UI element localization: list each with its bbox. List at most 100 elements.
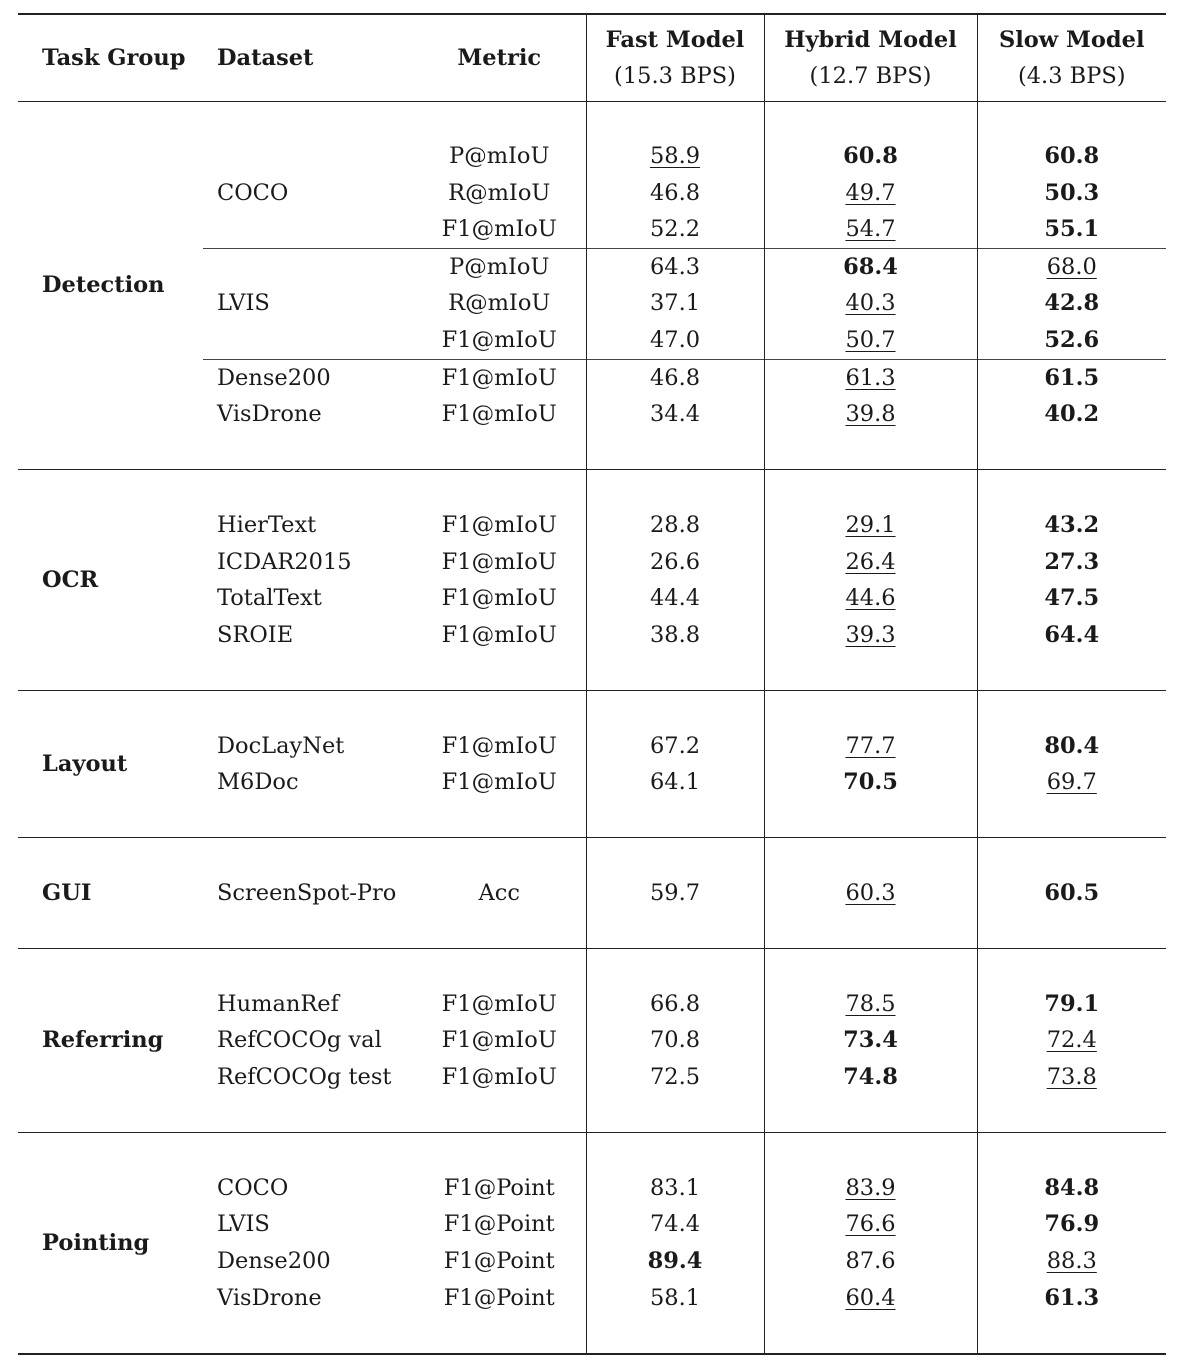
hybrid-model-score: 26.4 — [764, 543, 978, 581]
fast-model-score: 67.2 — [586, 727, 765, 765]
table-row: F1@mIoU 52.2 54.7 55.1 — [18, 211, 1166, 249]
slow-model-value: 27.3 — [1044, 548, 1100, 575]
dataset-cell: ScreenSpot-Pro — [217, 879, 397, 906]
fast-model-score: 66.8 — [586, 985, 765, 1023]
spacer-cell — [203, 1132, 413, 1170]
fast-model-value: 66.8 — [649, 990, 701, 1017]
metric-cell: F1@mIoU — [413, 322, 587, 360]
spacer-cell — [586, 432, 765, 470]
fast-model-score: 37.1 — [586, 285, 765, 323]
spacer-cell — [203, 653, 413, 690]
hybrid-model-score: 77.7 — [764, 727, 978, 765]
spacer-cell — [413, 1095, 587, 1133]
spacer-cell — [18, 689, 203, 728]
header-dataset: Dataset — [217, 44, 314, 71]
metric-cell: F1@Point — [413, 1169, 587, 1207]
group-spacer — [18, 1095, 1166, 1133]
slow-model-score: 43.2 — [977, 507, 1166, 544]
slow-model-score: 84.8 — [977, 1170, 1166, 1207]
hybrid-model-value: 26.4 — [845, 548, 896, 575]
metric-cell: F1@Point — [413, 1242, 587, 1280]
hybrid-model-value: 39.8 — [845, 401, 896, 428]
spacer-cell — [764, 837, 978, 875]
hybrid-model-value: 68.4 — [843, 253, 898, 280]
hybrid-model-value: 70.5 — [843, 769, 898, 796]
slow-model-value: 88.3 — [1046, 1247, 1097, 1274]
spacer-cell — [203, 837, 413, 875]
slow-model-value: 40.2 — [1044, 401, 1100, 428]
fast-model-score: 34.4 — [586, 396, 765, 433]
group-spacer — [18, 469, 1166, 508]
slow-model-value: 61.3 — [1044, 1284, 1100, 1311]
spacer-cell — [18, 912, 203, 949]
spacer-cell — [586, 948, 765, 986]
spacer-cell — [586, 653, 765, 691]
spacer-cell — [203, 689, 413, 728]
metric-cell: F1@mIoU — [413, 507, 587, 544]
slow-model-score: 60.5 — [977, 875, 1166, 912]
spacer-cell — [413, 1132, 587, 1170]
spacer-cell — [413, 101, 587, 139]
hybrid-model-value: 83.9 — [845, 1174, 896, 1201]
fast-model-score: 64.1 — [586, 764, 765, 801]
hybrid-model-score: 78.5 — [764, 985, 978, 1023]
group-spacer — [18, 1132, 1166, 1170]
slow-model-score: 52.6 — [977, 322, 1166, 359]
fast-model-score: 28.8 — [586, 507, 765, 544]
fast-model-score: 59.7 — [586, 874, 765, 912]
spacer-cell — [203, 101, 413, 138]
fast-model-value: 46.8 — [649, 179, 701, 206]
spacer-cell — [586, 1316, 765, 1354]
metric-cell: F1@mIoU — [413, 580, 587, 617]
spacer-cell — [413, 653, 587, 691]
spacer-cell — [586, 1095, 765, 1133]
dataset-cell: HierText — [217, 512, 317, 539]
slow-model-value: 60.8 — [1044, 143, 1100, 170]
metric-cell: F1@mIoU — [413, 727, 587, 765]
hybrid-model-value: 60.8 — [843, 143, 898, 170]
header-slow-model: Slow Model (4.3 BPS) — [977, 14, 1166, 101]
hybrid-model-value: 73.4 — [843, 1027, 898, 1054]
slow-model-score: 69.7 — [977, 764, 1166, 801]
header-fast-model-speed: (15.3 BPS) — [614, 62, 736, 89]
fast-model-value: 64.3 — [649, 253, 701, 280]
slow-model-value: 55.1 — [1044, 216, 1100, 243]
slow-model-value: 68.0 — [1046, 253, 1097, 280]
slow-model-score: 79.1 — [977, 986, 1166, 1023]
hybrid-model-score: 39.3 — [764, 616, 978, 654]
table-row: VisDrone F1@mIoU 34.4 39.8 40.2 — [18, 396, 1166, 433]
slow-model-value: 47.5 — [1044, 585, 1100, 612]
hybrid-model-score: 76.6 — [764, 1206, 978, 1243]
dataset-cell: Dense200 — [203, 358, 413, 397]
spacer-cell — [977, 1316, 1166, 1354]
spacer-cell — [18, 653, 203, 690]
hybrid-model-score: 40.3 — [764, 285, 978, 323]
header-slow-model-title: Slow Model — [998, 26, 1145, 53]
metric-cell: F1@mIoU — [413, 543, 587, 581]
slow-model-value: 76.9 — [1044, 1211, 1100, 1238]
dataset-cell: COCO — [217, 1174, 289, 1201]
slow-model-value: 42.8 — [1044, 290, 1100, 317]
metric-cell: F1@mIoU — [413, 358, 587, 397]
fast-model-score: 58.1 — [586, 1279, 765, 1317]
table-row: M6Doc F1@mIoU 64.1 70.5 69.7 — [18, 764, 1166, 801]
metric-cell: P@mIoU — [413, 138, 587, 175]
fast-model-value: 34.4 — [649, 401, 701, 428]
fast-model-value: 58.9 — [649, 143, 701, 170]
results-table: Task Group Dataset Metric Fast Model (15… — [18, 13, 1166, 1355]
hybrid-model-value: 44.6 — [845, 585, 896, 612]
group-spacer — [18, 101, 1166, 139]
table-row: Referring HumanRef F1@mIoU 66.8 78.5 79.1 — [18, 985, 1166, 1053]
fast-model-value: 52.2 — [649, 216, 701, 243]
slow-model-score: 60.8 — [977, 138, 1166, 175]
spacer-cell — [764, 432, 978, 470]
slow-model-score: 55.1 — [977, 211, 1166, 248]
metric-cell: P@mIoU — [413, 247, 587, 286]
fast-model-value: 37.1 — [649, 290, 701, 317]
spacer-cell — [764, 689, 978, 728]
header-slow-model-speed: (4.3 BPS) — [1017, 62, 1126, 89]
hybrid-model-score: 39.8 — [764, 396, 978, 433]
task-group-label: Pointing — [42, 1229, 150, 1256]
dataset-cell: M6Doc — [217, 769, 299, 796]
table-row: Dense200 F1@mIoU 46.8 61.3 61.5 — [18, 358, 1166, 397]
